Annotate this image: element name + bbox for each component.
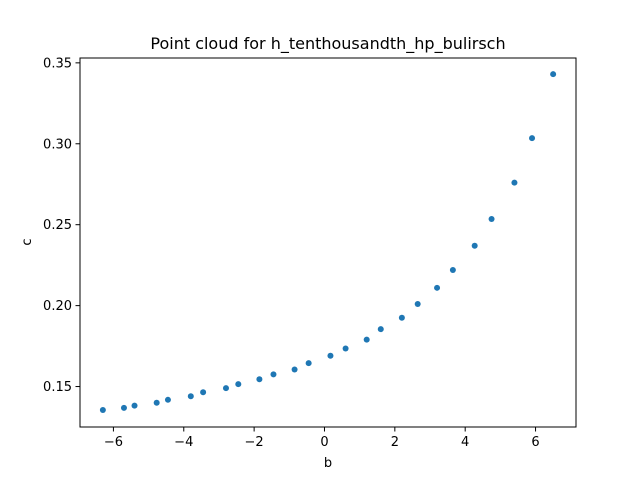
x-tick-label: 6 (531, 435, 539, 450)
x-tick-label: 2 (391, 435, 399, 450)
data-point (153, 399, 160, 406)
data-point (235, 381, 242, 388)
data-point (471, 242, 478, 249)
data-points (99, 71, 557, 414)
y-tick-label: 0.20 (43, 299, 72, 314)
axis-ticks: −6 −4 −2 0 2 4 6 0.15 0.20 0.25 0.30 0.35 (43, 56, 540, 450)
data-point (398, 314, 405, 321)
data-point (164, 396, 171, 403)
data-point (270, 371, 277, 378)
data-point (342, 345, 349, 352)
y-tick-label: 0.15 (43, 380, 72, 395)
data-point (291, 366, 298, 373)
data-point (377, 326, 384, 333)
data-point (363, 336, 370, 343)
x-tick-label: 4 (461, 435, 469, 450)
data-point (99, 407, 106, 414)
x-axis-label: b (324, 456, 332, 471)
y-tick-label: 0.30 (43, 137, 72, 152)
data-point (511, 179, 518, 186)
data-point (256, 376, 263, 383)
data-point (187, 393, 194, 400)
x-tick-label: −6 (104, 435, 123, 450)
data-point (414, 301, 421, 307)
data-point (131, 402, 138, 409)
data-point (434, 284, 441, 291)
plot-frame (79, 57, 577, 428)
data-point (120, 404, 127, 411)
data-point (488, 216, 495, 223)
data-point (449, 267, 456, 274)
x-tick-label: −4 (174, 435, 193, 450)
x-tick-label: −2 (245, 435, 264, 450)
data-point (305, 360, 312, 367)
data-point (529, 135, 536, 142)
data-point (222, 385, 229, 392)
y-tick-label: 0.25 (43, 218, 72, 233)
data-point (327, 352, 334, 359)
data-point (200, 389, 207, 396)
y-tick-label: 0.35 (43, 56, 72, 71)
chart-title: Point cloud for h_tenthousandth_hp_bulir… (150, 34, 505, 54)
y-axis-label: c (20, 238, 35, 245)
data-point (550, 71, 557, 78)
x-tick-label: 0 (320, 435, 328, 450)
